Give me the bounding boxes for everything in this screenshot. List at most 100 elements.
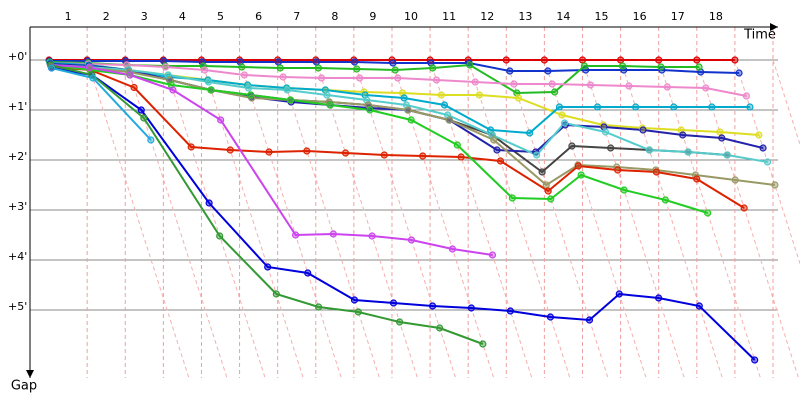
lap-point — [457, 153, 465, 161]
lap-point — [265, 148, 273, 156]
lap-point — [368, 232, 376, 240]
lap-point — [526, 129, 534, 137]
lap-point — [508, 194, 516, 202]
lap-point — [695, 63, 703, 71]
x-tick-label: 14 — [556, 10, 570, 23]
lap-point — [614, 166, 622, 174]
lap-point — [547, 195, 555, 203]
lap-diagonal — [772, 59, 800, 147]
lap-point — [240, 71, 248, 79]
series-line — [51, 67, 756, 361]
lap-point — [746, 103, 754, 111]
lap-point — [514, 94, 523, 102]
lap-point — [407, 116, 415, 124]
lap-point — [48, 64, 56, 72]
lap-point — [533, 151, 541, 159]
y-tick-label: +1' — [8, 100, 27, 113]
lap-point — [432, 76, 441, 84]
lap-point — [283, 86, 291, 94]
x-tick-label: 9 — [369, 10, 376, 23]
lap-point — [620, 186, 628, 194]
lap-point — [126, 71, 134, 79]
y-tick-label: +4' — [8, 250, 27, 263]
lap-point — [467, 304, 475, 312]
lap-point — [693, 56, 701, 64]
lap-point — [341, 149, 350, 157]
x-tick-label: 2 — [103, 10, 110, 23]
lap-point — [708, 103, 716, 111]
lap-point — [350, 58, 359, 66]
x-tick-label: 16 — [633, 10, 647, 23]
lap-point — [366, 106, 374, 114]
lap-point — [453, 141, 461, 149]
lap-point — [593, 103, 602, 111]
lap-point — [89, 74, 97, 82]
x-tick-label: 5 — [217, 10, 224, 23]
series-line — [50, 64, 768, 163]
lap-point — [502, 56, 510, 64]
lap-point — [187, 143, 195, 151]
lap-point — [551, 88, 559, 96]
lap-point — [607, 144, 615, 152]
lap-point — [448, 245, 457, 253]
series-line — [50, 64, 493, 256]
x-tick-label: 17 — [671, 10, 685, 23]
lap-point — [479, 340, 487, 348]
series-line — [50, 64, 708, 214]
x-tick-label: 12 — [480, 10, 494, 23]
lap-point — [657, 63, 665, 71]
lap-point — [428, 302, 437, 310]
lap-point — [272, 290, 280, 298]
y-tick-label: +3' — [8, 200, 27, 213]
lap-point — [585, 316, 594, 324]
lap-point — [404, 106, 412, 114]
lap-point — [577, 171, 585, 179]
lap-point — [396, 318, 404, 326]
lap-point — [466, 61, 474, 69]
series-line — [51, 67, 152, 141]
lap-point — [578, 56, 587, 64]
lap-point — [226, 146, 234, 154]
lap-point — [317, 74, 326, 82]
lap-point — [704, 209, 712, 217]
lap-point — [169, 86, 177, 94]
lap-diagonal — [162, 59, 266, 379]
lap-point — [740, 204, 748, 212]
x-axis-label: Time — [743, 28, 776, 43]
lap-point — [506, 307, 514, 315]
lap-point — [380, 151, 388, 159]
lap-point — [639, 126, 647, 134]
lap-point — [140, 114, 148, 122]
lap-point — [264, 263, 272, 271]
lap-point — [471, 78, 479, 86]
lap-point — [574, 162, 582, 170]
lap-point — [616, 56, 625, 64]
lap-point — [286, 96, 295, 104]
lap-point — [445, 116, 453, 124]
x-tick-label: 6 — [255, 10, 262, 23]
lap-point — [496, 157, 505, 165]
x-axis-arrow — [770, 23, 778, 31]
lap-point — [731, 176, 739, 184]
lap-point — [217, 116, 225, 124]
y-tick-label: +5' — [8, 300, 27, 313]
x-tick-label: 4 — [179, 10, 186, 23]
lap-point — [661, 196, 669, 204]
lap-point — [490, 136, 498, 144]
lap-point — [440, 101, 449, 109]
lap-point — [580, 62, 589, 70]
lap-point — [645, 146, 653, 154]
lap-point — [137, 106, 145, 114]
points — [45, 56, 779, 364]
lap-point — [147, 136, 155, 144]
lap-point — [274, 58, 282, 66]
lap-point — [546, 313, 555, 321]
lap-point — [684, 148, 692, 156]
lap-point — [304, 269, 312, 277]
y-axis-arrow — [26, 370, 34, 378]
lap-point — [323, 91, 331, 99]
x-tick-label: 15 — [595, 10, 609, 23]
lap-diagonal — [467, 59, 571, 379]
lap-point — [731, 56, 739, 64]
lap-diagonal — [200, 59, 304, 379]
